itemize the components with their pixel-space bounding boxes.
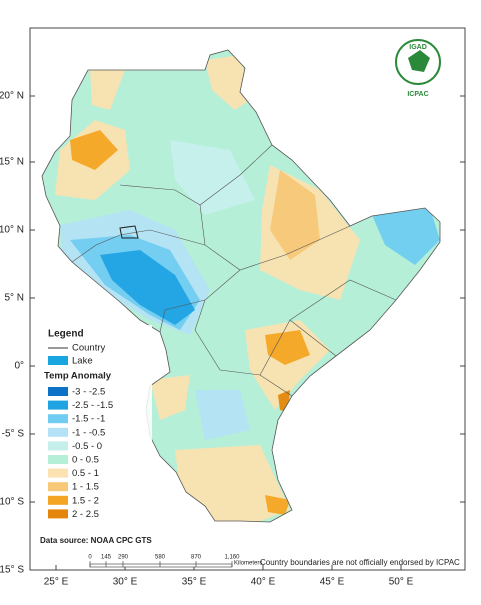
latitude-label: -15° S <box>0 565 24 576</box>
legend-class-label: -1 - -0.5 <box>72 427 105 438</box>
latitude-label: 5° N <box>4 293 24 304</box>
legend-swatch <box>48 427 68 437</box>
scale-tick-label: 580 <box>155 555 166 561</box>
longitude-label: 40° E <box>251 577 276 588</box>
longitude-label: 25° E <box>44 577 69 588</box>
legend-class-label: 2 - 2.5 <box>72 509 99 520</box>
legend-class-label: -3 - -2.5 <box>72 387 105 398</box>
scale-tick-label: 870 <box>191 555 202 561</box>
scale-bar <box>89 563 233 568</box>
longitude-label: 45° E <box>320 577 345 588</box>
legend-swatch <box>48 400 68 410</box>
logo-map <box>408 50 430 72</box>
longitude-label: 35° E <box>182 577 207 588</box>
scale-tick-label: 290 <box>118 555 129 561</box>
map-frame <box>29 27 466 571</box>
legend-class-label: 1.5 - 2 <box>72 495 99 506</box>
legend-class-label: -1.5 - -1 <box>72 414 105 425</box>
legend-swatch <box>48 482 68 492</box>
latitude-label: -5° S <box>2 429 25 440</box>
legend-anomaly-title: Temp Anomaly <box>44 371 112 382</box>
legend-class-label: 1 - 1.5 <box>72 482 99 493</box>
legend-class-label: -0.5 - 0 <box>72 441 102 452</box>
longitude-label: 50° E <box>389 577 414 588</box>
longitude-label: 30° E <box>113 577 138 588</box>
legend-class-label: -2.5 - -1.5 <box>72 400 113 411</box>
legend-swatch <box>48 414 68 424</box>
anomaly-zone <box>170 140 255 215</box>
legend-swatch <box>48 441 68 451</box>
anomaly-zone <box>265 330 310 365</box>
data-source: Data source: NOAA CPC GTS <box>40 536 152 545</box>
latitude-label: 15° N <box>0 157 24 168</box>
anomaly-zone <box>90 70 125 110</box>
legend-swatch <box>48 468 68 478</box>
anomaly-zone <box>372 208 440 265</box>
latitude-label: 20° N <box>0 91 24 102</box>
country-borders <box>71 144 397 397</box>
anomaly-zone <box>100 250 195 325</box>
latitude-label: -10° S <box>0 497 24 508</box>
logo: IGAD ICPAC <box>395 39 441 98</box>
legend-swatch <box>48 455 68 464</box>
scale-tick-label: 145 <box>101 555 112 561</box>
anomaly-zone <box>70 130 118 170</box>
disclaimer: Country boundaries are not officially en… <box>260 558 460 567</box>
legend-class-label: 0.5 - 1 <box>72 468 99 479</box>
scale-tick-label: 1,160 <box>224 555 240 561</box>
anomaly-zone <box>270 170 320 260</box>
latitude-label: 0° <box>14 361 24 372</box>
legend-swatch <box>48 387 68 396</box>
legend-class-label: 0 - 0.5 <box>72 455 99 466</box>
scale-tick-label: 0 <box>88 555 92 561</box>
legend-title: Legend <box>48 329 84 340</box>
latitude-label: 10° N <box>0 225 24 236</box>
logo-org: ICPAC <box>407 91 428 98</box>
legend-lake-swatch <box>48 356 68 365</box>
anomaly-zone <box>265 495 290 515</box>
anomaly-zone <box>205 55 250 110</box>
legend-swatch <box>48 509 68 519</box>
scale-unit: Kilometers <box>234 561 262 567</box>
legend-country: Country <box>72 343 106 354</box>
legend-lake: Lake <box>72 356 93 367</box>
logo-name: IGAD <box>409 44 427 51</box>
legend-swatch <box>48 495 68 505</box>
lake <box>119 225 139 239</box>
anomaly-zone <box>150 375 190 420</box>
anomaly-zone <box>195 390 250 440</box>
